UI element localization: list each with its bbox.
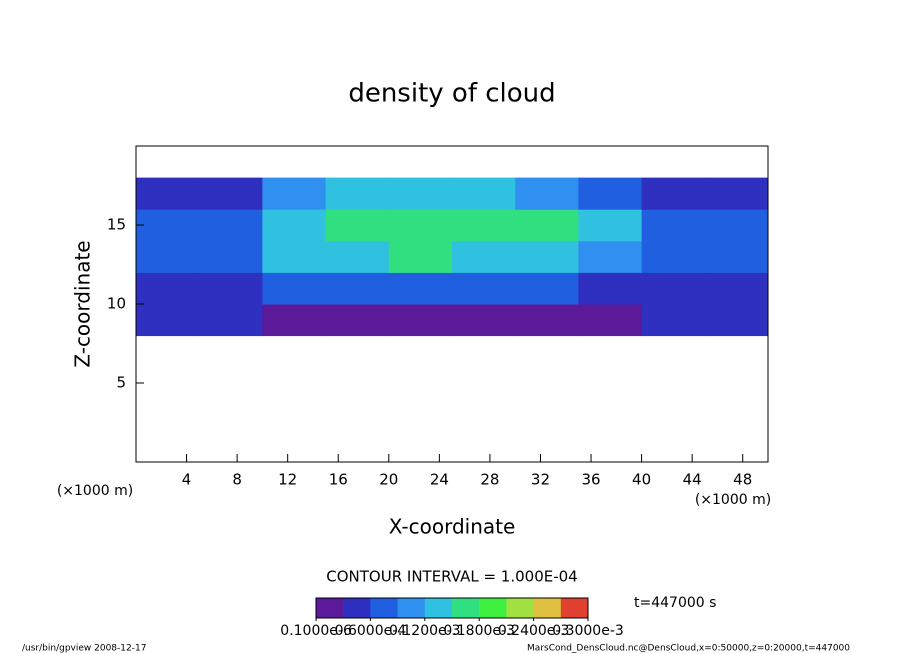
- x-tick-label: 32: [531, 471, 550, 489]
- colorbar-swatch: [370, 598, 399, 618]
- y-tick-label: 5: [116, 374, 126, 392]
- colorbar-tick-label: 0.3000e-3: [552, 623, 624, 639]
- colorbar-tick-label: 0.2400e-3: [498, 623, 570, 639]
- heat-cell: [515, 240, 579, 273]
- contour-note: CONTOUR INTERVAL = 1.000E-04: [326, 568, 577, 586]
- colorbar-swatch: [533, 598, 562, 618]
- heat-cell: [262, 272, 327, 305]
- heat-cell: [136, 177, 200, 210]
- heat-cell: [199, 209, 263, 242]
- heat-cell: [136, 272, 200, 305]
- y-tick-label: 10: [107, 295, 126, 313]
- heat-cell: [704, 304, 769, 337]
- heat-cell: [641, 177, 706, 210]
- x-tick-label: 24: [430, 471, 449, 489]
- heat-cell: [262, 209, 327, 242]
- x-tick-label: 40: [632, 471, 651, 489]
- colorbar-tick-label: 0.1800e-3: [443, 623, 515, 639]
- heat-cell: [452, 177, 516, 210]
- footer-right: MarsCond_DensCloud.nc@DensCloud,x=0:5000…: [527, 644, 850, 654]
- heat-cell: [199, 240, 263, 273]
- heat-cell: [262, 177, 327, 210]
- footer-left: /usr/bin/gpview 2008-12-17: [22, 644, 146, 654]
- colorbar-swatch: [560, 598, 589, 618]
- heat-cell: [199, 304, 263, 337]
- y-tick-label: 15: [107, 216, 126, 234]
- heat-cell: [515, 177, 579, 210]
- colorbar-tick-label: 0.1200e-3: [389, 623, 461, 639]
- colorbar-frame: [315, 597, 589, 619]
- heat-cell: [641, 240, 706, 273]
- heat-cell: [325, 177, 390, 210]
- heat-cell: [388, 304, 453, 337]
- colorbar-swatch: [343, 598, 371, 618]
- heat-cell: [578, 272, 643, 305]
- heat-cell: [136, 240, 200, 273]
- heat-cell: [641, 304, 706, 337]
- heat-cell: [262, 304, 327, 337]
- heat-cell: [136, 304, 200, 337]
- heat-cell: [325, 304, 390, 337]
- heat-cell: [388, 240, 453, 273]
- heat-cell: [452, 272, 516, 305]
- x-tick-label: 8: [232, 471, 242, 489]
- chart-title: density of cloud: [348, 79, 555, 109]
- heat-cell: [452, 304, 516, 337]
- heat-cell: [199, 272, 263, 305]
- y-axis-label: Z-coordinate: [71, 240, 95, 367]
- x-tick-label: 48: [733, 471, 752, 489]
- x-tick-label: 12: [278, 471, 297, 489]
- colorbar-swatch: [397, 598, 426, 618]
- colorbar-swatch: [316, 598, 344, 618]
- heat-cell: [452, 240, 516, 273]
- heat-cell: [704, 177, 769, 210]
- heat-cell: [388, 209, 453, 242]
- heat-cell: [515, 209, 579, 242]
- colorbar-tick-label: 0.6000e-4: [335, 623, 407, 639]
- heat-cell: [641, 272, 706, 305]
- heat-cell: [704, 240, 769, 273]
- heat-cell: [704, 272, 769, 305]
- heat-cell: [578, 209, 643, 242]
- heat-cell: [515, 304, 579, 337]
- time-note: t=447000 s: [634, 595, 716, 611]
- colorbar-tick-label: 0.1000e-6: [280, 623, 352, 639]
- heat-cell: [515, 272, 579, 305]
- colorbar-swatch: [452, 598, 480, 618]
- colorbar-swatch: [479, 598, 507, 618]
- heat-cell: [641, 209, 706, 242]
- heat-cell: [199, 177, 263, 210]
- x-tick-label: 44: [683, 471, 702, 489]
- heat-cell: [136, 209, 200, 242]
- heat-cell: [452, 209, 516, 242]
- x-tick-label: 36: [581, 471, 600, 489]
- heat-cell: [388, 177, 453, 210]
- x-axis-label: X-coordinate: [389, 515, 516, 539]
- x-tick-label: 20: [379, 471, 398, 489]
- x-tick-label: 16: [329, 471, 348, 489]
- heat-cell: [388, 272, 453, 305]
- heat-cell: [325, 209, 390, 242]
- x-tick-label: 4: [182, 471, 192, 489]
- heat-cell: [325, 272, 390, 305]
- heat-cell: [578, 177, 643, 210]
- x-tick-label: 28: [480, 471, 499, 489]
- x-unit: (×1000 m): [695, 492, 771, 508]
- heat-cell: [578, 240, 643, 273]
- colorbar-swatch: [506, 598, 535, 618]
- heat-cell: [262, 240, 327, 273]
- heat-cell: [704, 209, 769, 242]
- colorbar-swatch: [424, 598, 453, 618]
- y-unit: (×1000 m): [57, 483, 133, 499]
- heat-cell: [325, 240, 390, 273]
- heat-cell: [578, 304, 643, 337]
